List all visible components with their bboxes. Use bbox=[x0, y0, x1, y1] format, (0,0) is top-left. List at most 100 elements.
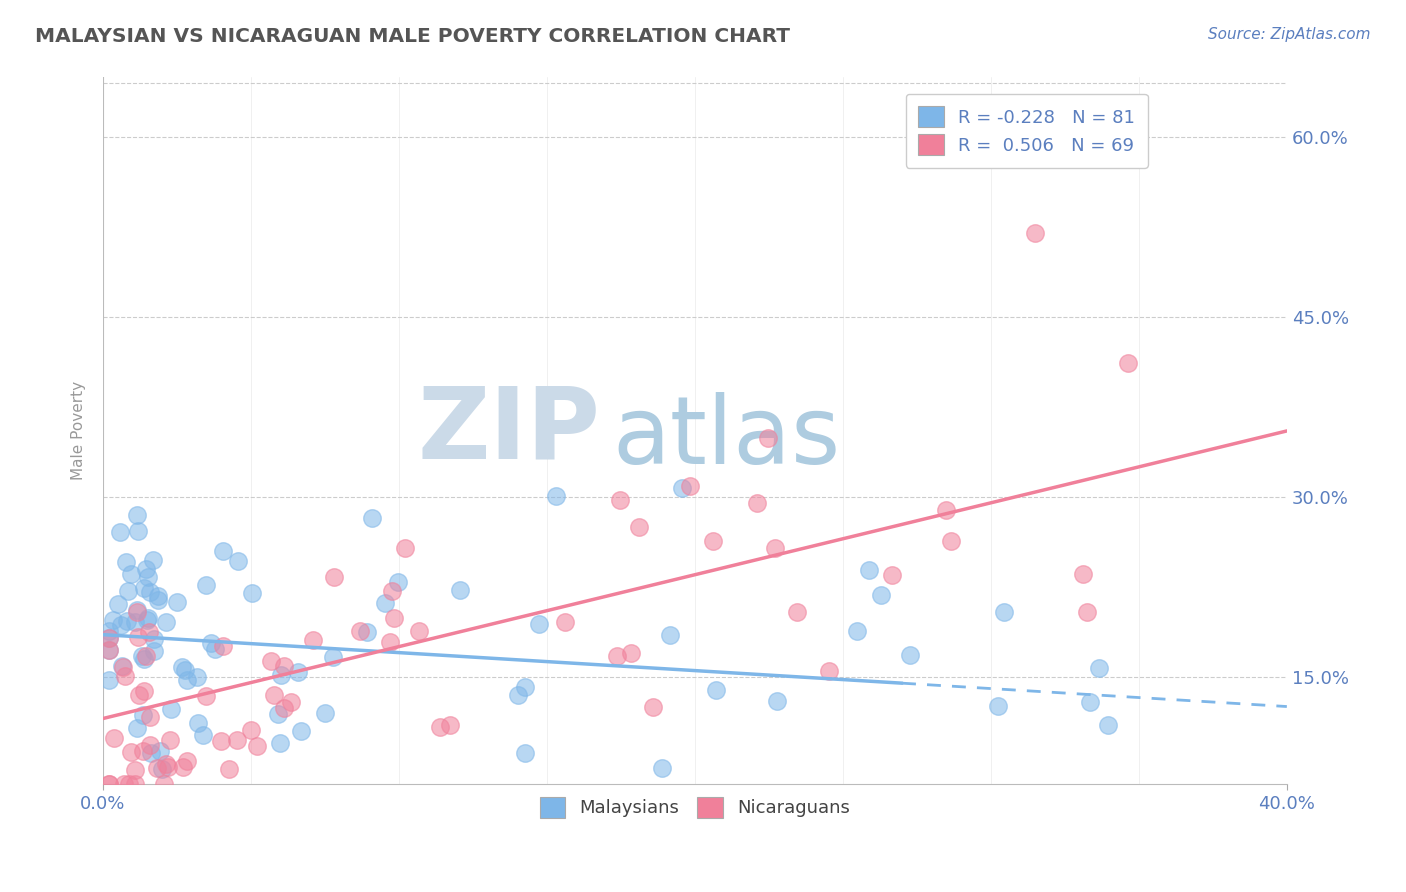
Text: Source: ZipAtlas.com: Source: ZipAtlas.com bbox=[1208, 27, 1371, 42]
Point bbox=[1078, 695, 1101, 709]
Point bbox=[858, 564, 880, 578]
Point bbox=[439, 718, 461, 732]
Point bbox=[127, 630, 149, 644]
Point bbox=[108, 525, 131, 540]
Point bbox=[226, 554, 249, 568]
Point bbox=[146, 761, 169, 775]
Point bbox=[135, 649, 157, 664]
Point bbox=[124, 763, 146, 777]
Point bbox=[270, 668, 292, 682]
Point bbox=[606, 648, 628, 663]
Point bbox=[131, 744, 153, 758]
Point bbox=[323, 570, 346, 584]
Point bbox=[150, 762, 173, 776]
Point bbox=[110, 618, 132, 632]
Point bbox=[97, 777, 120, 791]
Point bbox=[361, 511, 384, 525]
Point bbox=[263, 688, 285, 702]
Point bbox=[155, 615, 177, 630]
Point bbox=[1073, 567, 1095, 582]
Point bbox=[273, 701, 295, 715]
Point bbox=[127, 721, 149, 735]
Text: ZIP: ZIP bbox=[418, 383, 600, 479]
Point bbox=[240, 586, 263, 600]
Point bbox=[111, 659, 134, 673]
Point bbox=[149, 744, 172, 758]
Point bbox=[159, 732, 181, 747]
Text: MALAYSIAN VS NICARAGUAN MALE POVERTY CORRELATION CHART: MALAYSIAN VS NICARAGUAN MALE POVERTY COR… bbox=[35, 27, 790, 45]
Point bbox=[382, 611, 405, 625]
Point bbox=[124, 777, 146, 791]
Point bbox=[136, 614, 159, 628]
Point bbox=[267, 706, 290, 721]
Point bbox=[941, 534, 963, 549]
Point bbox=[260, 654, 283, 668]
Point bbox=[766, 694, 789, 708]
Legend: Malaysians, Nicaraguans: Malaysians, Nicaraguans bbox=[533, 789, 858, 825]
Point bbox=[218, 762, 240, 776]
Point bbox=[211, 733, 233, 747]
Point bbox=[176, 673, 198, 688]
Point bbox=[1024, 226, 1046, 240]
Point bbox=[554, 615, 576, 629]
Point bbox=[513, 746, 536, 760]
Point bbox=[314, 706, 336, 721]
Point bbox=[103, 613, 125, 627]
Point bbox=[139, 738, 162, 752]
Point bbox=[429, 720, 451, 734]
Point bbox=[527, 616, 550, 631]
Point bbox=[125, 605, 148, 619]
Point bbox=[515, 680, 537, 694]
Point bbox=[706, 683, 728, 698]
Point bbox=[135, 561, 157, 575]
Point bbox=[143, 632, 166, 646]
Text: atlas: atlas bbox=[612, 392, 841, 484]
Point bbox=[349, 624, 371, 638]
Point bbox=[322, 650, 344, 665]
Point bbox=[97, 673, 120, 688]
Point bbox=[97, 643, 120, 657]
Point bbox=[628, 519, 651, 533]
Point bbox=[745, 496, 768, 510]
Point bbox=[132, 652, 155, 666]
Point bbox=[138, 584, 160, 599]
Point bbox=[246, 739, 269, 753]
Point bbox=[139, 746, 162, 760]
Point bbox=[302, 632, 325, 647]
Point bbox=[763, 541, 786, 555]
Point bbox=[290, 723, 312, 738]
Point bbox=[651, 761, 673, 775]
Point bbox=[97, 624, 120, 638]
Point bbox=[225, 733, 247, 747]
Point bbox=[155, 757, 177, 772]
Point bbox=[506, 688, 529, 702]
Point bbox=[449, 583, 471, 598]
Point bbox=[702, 534, 724, 549]
Point bbox=[987, 698, 1010, 713]
Point bbox=[138, 570, 160, 584]
Point bbox=[143, 644, 166, 658]
Point bbox=[118, 777, 141, 791]
Point bbox=[544, 489, 567, 503]
Point bbox=[1088, 661, 1111, 675]
Point bbox=[280, 695, 302, 709]
Point bbox=[273, 659, 295, 673]
Point bbox=[120, 745, 142, 759]
Point bbox=[211, 639, 233, 653]
Point bbox=[146, 589, 169, 603]
Point bbox=[643, 700, 665, 714]
Point bbox=[200, 636, 222, 650]
Point bbox=[846, 624, 869, 639]
Point bbox=[172, 760, 194, 774]
Point bbox=[98, 631, 121, 645]
Point bbox=[107, 597, 129, 611]
Point bbox=[679, 479, 702, 493]
Point bbox=[176, 755, 198, 769]
Point bbox=[124, 615, 146, 629]
Point bbox=[97, 643, 120, 657]
Point bbox=[134, 683, 156, 698]
Point bbox=[159, 702, 181, 716]
Point bbox=[387, 575, 409, 590]
Point bbox=[153, 777, 176, 791]
Point bbox=[115, 555, 138, 569]
